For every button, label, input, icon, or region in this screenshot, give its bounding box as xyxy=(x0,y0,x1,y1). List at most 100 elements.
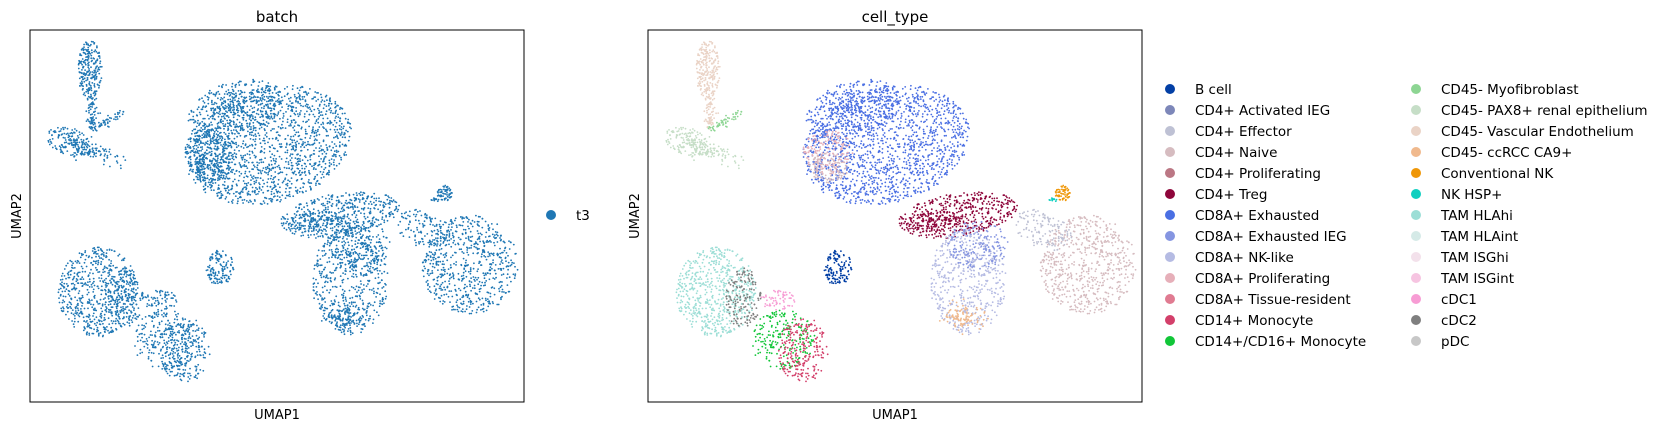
point-t3 xyxy=(216,145,219,148)
point-t3 xyxy=(457,242,459,245)
point-t3 xyxy=(228,151,231,154)
point-t3 xyxy=(428,251,431,253)
point-t3 xyxy=(348,135,351,138)
point-t3 xyxy=(224,117,226,120)
point-t3 xyxy=(434,217,437,220)
point-t3 xyxy=(454,288,457,291)
point-t3 xyxy=(106,326,108,328)
point-t3 xyxy=(210,162,213,165)
point-t3 xyxy=(344,202,347,204)
point-t3 xyxy=(199,180,202,183)
point-t3 xyxy=(317,298,319,301)
point-t3 xyxy=(250,113,253,116)
point-t3 xyxy=(221,171,224,174)
point-t3 xyxy=(294,186,297,189)
point-t3 xyxy=(367,257,370,260)
point-t3 xyxy=(363,225,365,228)
point-t3 xyxy=(268,168,271,171)
point-t3 xyxy=(313,96,316,98)
point-t3 xyxy=(284,177,287,180)
point-t3 xyxy=(480,309,482,311)
point-t3 xyxy=(258,122,261,125)
point-t3 xyxy=(120,293,123,295)
point-t3 xyxy=(315,221,318,224)
point-t3 xyxy=(273,127,275,130)
point-t3 xyxy=(384,290,387,293)
point-t3 xyxy=(491,267,493,270)
point-t3 xyxy=(478,290,481,293)
point-t3 xyxy=(357,323,360,326)
point-t3 xyxy=(352,269,355,272)
point-t3 xyxy=(237,132,240,135)
point-t3 xyxy=(496,303,499,306)
point-t3 xyxy=(216,161,219,163)
point-t3 xyxy=(443,301,446,303)
point-t3 xyxy=(465,237,467,240)
point-t3 xyxy=(285,228,288,231)
point-t3 xyxy=(360,272,362,275)
point-t3 xyxy=(193,144,196,147)
point-t3 xyxy=(303,91,305,94)
point-t3 xyxy=(342,294,345,297)
point-t3 xyxy=(250,91,253,94)
point-t3 xyxy=(369,200,372,203)
point-t3 xyxy=(476,278,478,281)
point-t3 xyxy=(223,152,226,155)
point-t3 xyxy=(252,168,255,171)
point-t3 xyxy=(222,143,225,146)
point-t3 xyxy=(90,262,92,264)
point-t3 xyxy=(512,273,515,276)
point-t3 xyxy=(371,222,374,225)
point-t3 xyxy=(226,177,229,180)
point-t3 xyxy=(460,302,462,305)
point-t3 xyxy=(93,322,96,325)
point-t3 xyxy=(232,158,235,161)
point-t3 xyxy=(249,174,252,177)
point-t3 xyxy=(67,271,70,274)
point-t3 xyxy=(312,228,315,231)
point-t3 xyxy=(202,125,205,127)
point-t3 xyxy=(355,285,358,288)
point-t3 xyxy=(404,217,407,220)
point-t3 xyxy=(259,124,262,127)
point-t3 xyxy=(423,259,426,262)
point-t3 xyxy=(242,147,245,149)
point-t3 xyxy=(443,273,446,276)
point-t3 xyxy=(344,307,347,310)
point-t3 xyxy=(376,292,379,294)
point-t3 xyxy=(206,166,209,169)
point-t3 xyxy=(332,161,335,164)
point-t3 xyxy=(223,93,226,95)
point-t3 xyxy=(352,220,355,223)
point-t3 xyxy=(294,220,297,222)
point-t3 xyxy=(202,117,205,120)
point-t3 xyxy=(217,282,219,285)
point-t3 xyxy=(266,113,269,116)
point-t3 xyxy=(290,148,293,151)
point-t3 xyxy=(78,290,81,292)
point-t3 xyxy=(226,135,229,138)
point-t3 xyxy=(483,242,485,245)
point-t3 xyxy=(333,237,335,240)
point-t3 xyxy=(85,333,88,336)
point-t3 xyxy=(198,98,201,100)
point-t3 xyxy=(460,275,463,278)
point-t3 xyxy=(436,279,439,282)
point-t3 xyxy=(211,124,213,126)
point-t3 xyxy=(375,218,377,221)
point-t3 xyxy=(330,204,333,207)
point-t3 xyxy=(355,214,358,217)
point-t3 xyxy=(481,253,483,256)
point-t3 xyxy=(214,254,217,257)
point-t3 xyxy=(311,98,313,100)
point-t3 xyxy=(349,266,351,269)
point-t3 xyxy=(358,225,360,228)
point-t3 xyxy=(92,332,95,335)
point-t3 xyxy=(371,252,374,255)
point-t3 xyxy=(210,153,213,155)
point-t3 xyxy=(452,274,455,277)
point-t3 xyxy=(281,224,284,227)
point-t3 xyxy=(337,137,339,140)
point-t3 xyxy=(312,225,315,228)
point-t3 xyxy=(120,290,123,293)
